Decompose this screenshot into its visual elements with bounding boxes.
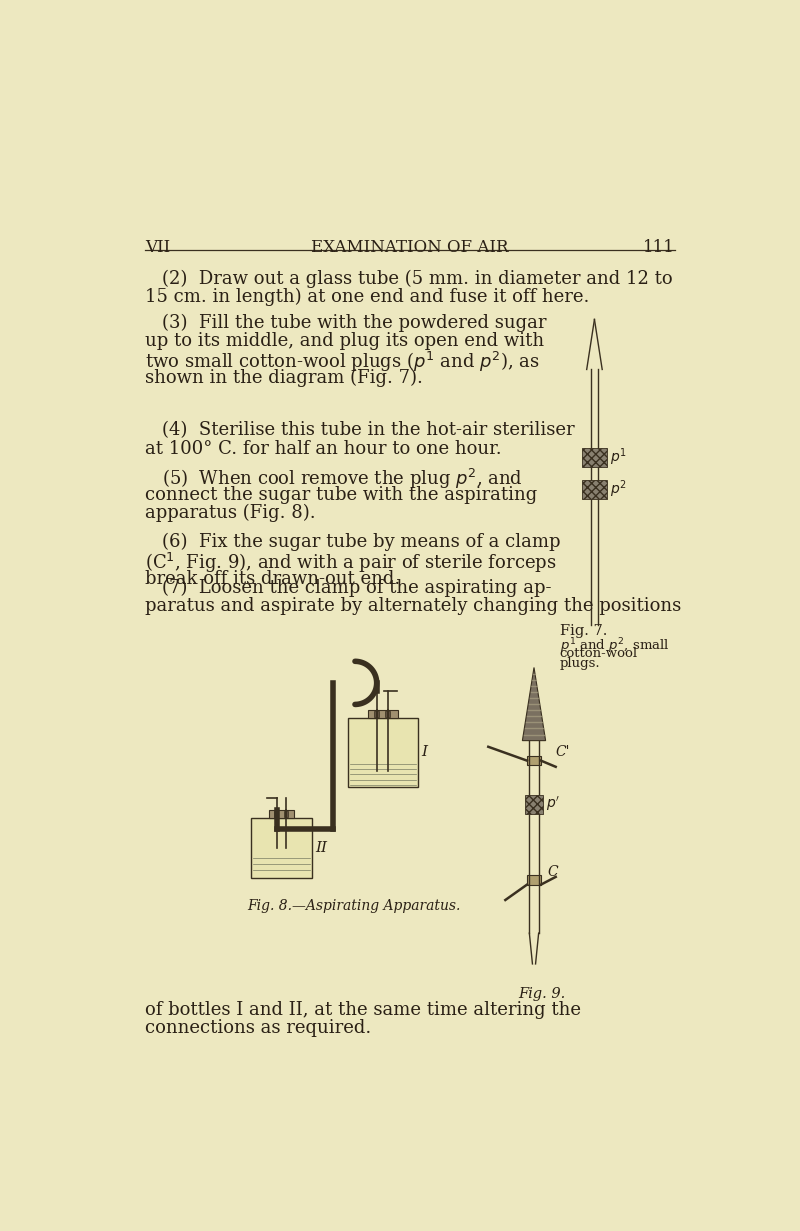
Text: Fig. 9.: Fig. 9. — [518, 987, 566, 1001]
Text: (7)  Loosen the clamp of the aspirating ap-: (7) Loosen the clamp of the aspirating a… — [162, 579, 551, 597]
Text: cotton-wool: cotton-wool — [559, 646, 638, 660]
Text: C: C — [548, 864, 558, 879]
Text: of bottles I and II, at the same time altering the: of bottles I and II, at the same time al… — [145, 1001, 581, 1019]
Text: (C$^1$, Fig. 9), and with a pair of sterile forceps: (C$^1$, Fig. 9), and with a pair of ster… — [145, 551, 557, 575]
Bar — [525, 794, 543, 814]
Bar — [274, 811, 278, 817]
Text: apparatus (Fig. 8).: apparatus (Fig. 8). — [145, 505, 315, 522]
Text: break off its drawn-out end.: break off its drawn-out end. — [145, 570, 400, 587]
Text: Fig. 7.: Fig. 7. — [559, 624, 607, 638]
Bar — [368, 710, 398, 718]
Bar — [374, 710, 379, 716]
Text: paratus and aspirate by alternately changing the positions: paratus and aspirate by alternately chan… — [145, 597, 682, 616]
Text: two small cotton-wool plugs ($p^1$ and $p^2$), as: two small cotton-wool plugs ($p^1$ and $… — [145, 351, 539, 374]
Text: shown in the diagram (Fig. 7).: shown in the diagram (Fig. 7). — [145, 369, 423, 387]
Text: (4)  Sterilise this tube in the hot-air steriliser: (4) Sterilise this tube in the hot-air s… — [162, 421, 574, 439]
Text: EXAMINATION OF AIR: EXAMINATION OF AIR — [311, 239, 509, 256]
Polygon shape — [522, 667, 546, 741]
Bar — [527, 756, 541, 766]
Bar — [582, 448, 607, 468]
Text: 15 cm. in length) at one end and fuse it off here.: 15 cm. in length) at one end and fuse it… — [145, 288, 590, 307]
Text: at 100° C. for half an hour to one hour.: at 100° C. for half an hour to one hour. — [145, 439, 502, 458]
Text: I: I — [422, 745, 428, 760]
Text: up to its middle, and plug its open end with: up to its middle, and plug its open end … — [145, 331, 544, 350]
Text: (3)  Fill the tube with the powdered sugar: (3) Fill the tube with the powdered suga… — [162, 313, 546, 331]
Text: connect the sugar tube with the aspirating: connect the sugar tube with the aspirati… — [145, 486, 538, 503]
Text: 111: 111 — [643, 239, 675, 256]
Text: $p^2$: $p^2$ — [610, 479, 626, 500]
Text: connections as required.: connections as required. — [145, 1019, 371, 1038]
Bar — [251, 817, 311, 878]
Text: (6)  Fix the sugar tube by means of a clamp: (6) Fix the sugar tube by means of a cla… — [162, 533, 561, 551]
Text: (5)  When cool remove the plug $p^2$, and: (5) When cool remove the plug $p^2$, and — [162, 468, 522, 491]
Text: $p^1$: $p^1$ — [610, 447, 626, 468]
Bar — [582, 480, 607, 499]
Bar — [386, 710, 390, 716]
Text: (2)  Draw out a glass tube (5 mm. in diameter and 12 to: (2) Draw out a glass tube (5 mm. in diam… — [162, 270, 673, 288]
Bar — [269, 810, 294, 817]
Text: II: II — [315, 841, 327, 854]
Bar — [348, 718, 418, 787]
Text: C': C' — [556, 745, 570, 760]
Text: Fig. 8.—Aspirating Apparatus.: Fig. 8.—Aspirating Apparatus. — [247, 899, 461, 913]
Text: $p^1$ and $p^2$, small: $p^1$ and $p^2$, small — [559, 636, 670, 655]
Bar — [284, 811, 287, 817]
Text: VII: VII — [145, 239, 170, 256]
Text: $p'$: $p'$ — [546, 795, 561, 812]
Bar — [527, 875, 541, 885]
Text: plugs.: plugs. — [559, 657, 600, 671]
